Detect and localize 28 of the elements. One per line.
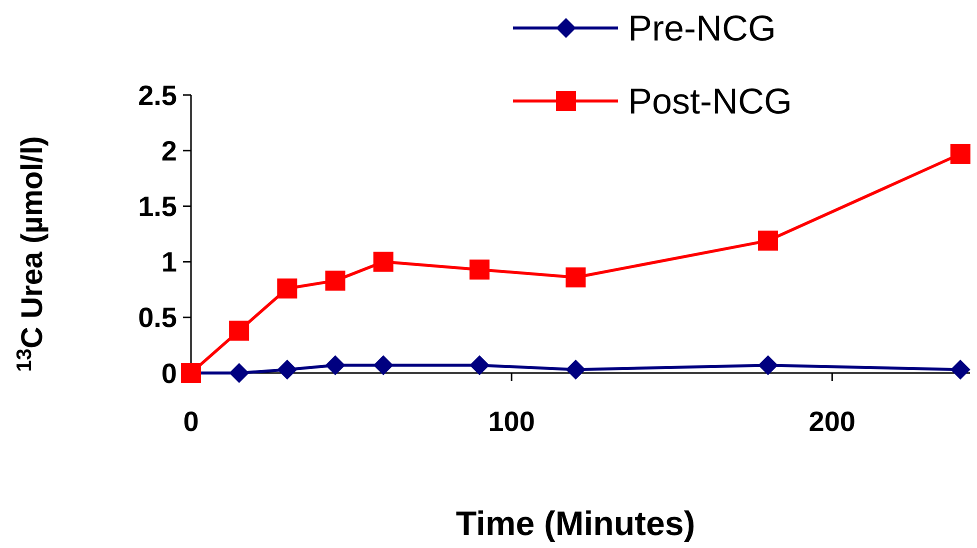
point	[470, 355, 490, 376]
x-tick-label: 0	[183, 406, 199, 437]
point	[758, 230, 778, 251]
point	[758, 355, 778, 376]
point	[566, 267, 586, 288]
y-tick-label: 0.5	[138, 302, 177, 334]
x-tick-label: 200	[808, 406, 856, 437]
point	[566, 360, 586, 380]
point	[470, 260, 490, 280]
x-tick-label: 100	[488, 406, 535, 437]
point	[229, 320, 250, 341]
point	[277, 360, 298, 380]
point	[950, 360, 970, 380]
legend-label: Pre-NCG	[628, 8, 776, 49]
y-tick-label: 2	[161, 135, 177, 166]
point	[373, 252, 394, 272]
x-axis-title: Time (Minutes)	[456, 505, 696, 543]
point	[373, 355, 394, 376]
point	[277, 278, 298, 298]
point	[229, 363, 250, 383]
y-tick-label: 1.5	[138, 191, 177, 222]
legend-label: Post-NCG	[628, 80, 792, 122]
point	[325, 355, 346, 376]
point	[950, 144, 970, 164]
y-tick-label: 0	[161, 358, 177, 389]
point	[325, 270, 346, 291]
y-tick-label: 2.5	[138, 80, 177, 111]
y-tick-label: 1	[161, 246, 177, 278]
